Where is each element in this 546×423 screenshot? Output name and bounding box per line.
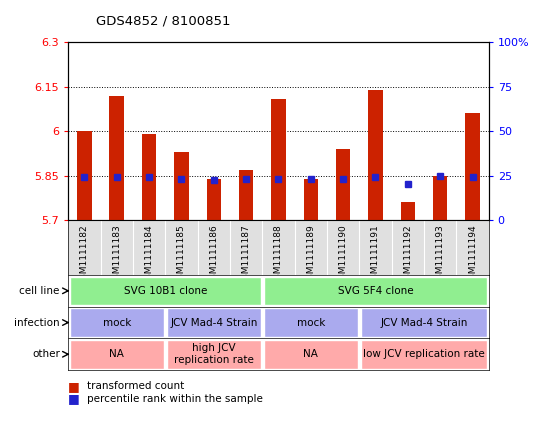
Text: cell line: cell line bbox=[20, 286, 60, 296]
Text: infection: infection bbox=[14, 318, 60, 327]
Text: GSM1111189: GSM1111189 bbox=[306, 224, 315, 285]
Text: GSM1111193: GSM1111193 bbox=[436, 224, 444, 285]
Text: GSM1111190: GSM1111190 bbox=[339, 224, 348, 285]
Bar bbox=[264, 277, 487, 305]
Text: ■: ■ bbox=[68, 380, 80, 393]
Text: GSM1111191: GSM1111191 bbox=[371, 224, 380, 285]
Bar bbox=[465, 113, 480, 220]
Bar bbox=[70, 277, 260, 305]
Bar bbox=[206, 179, 221, 220]
Bar bbox=[70, 308, 164, 337]
Bar bbox=[433, 176, 447, 220]
Bar bbox=[264, 308, 358, 337]
Text: JCV Mad-4 Strain: JCV Mad-4 Strain bbox=[170, 318, 258, 327]
Text: GSM1111184: GSM1111184 bbox=[145, 224, 153, 285]
Bar bbox=[264, 340, 358, 368]
Bar bbox=[70, 340, 164, 368]
Text: GSM1111194: GSM1111194 bbox=[468, 224, 477, 285]
Text: NA: NA bbox=[304, 349, 318, 359]
Text: percentile rank within the sample: percentile rank within the sample bbox=[87, 394, 263, 404]
Bar bbox=[336, 149, 351, 220]
Text: low JCV replication rate: low JCV replication rate bbox=[363, 349, 485, 359]
Text: high JCV
replication rate: high JCV replication rate bbox=[174, 343, 254, 365]
Text: GSM1111186: GSM1111186 bbox=[209, 224, 218, 285]
Text: SVG 5F4 clone: SVG 5F4 clone bbox=[337, 286, 413, 296]
Bar bbox=[304, 179, 318, 220]
Bar bbox=[77, 131, 92, 220]
Text: NA: NA bbox=[109, 349, 124, 359]
Bar bbox=[361, 308, 487, 337]
Bar bbox=[361, 340, 487, 368]
Bar bbox=[368, 90, 383, 220]
Text: SVG 10B1 clone: SVG 10B1 clone bbox=[123, 286, 207, 296]
Bar bbox=[239, 170, 253, 220]
Text: mock: mock bbox=[103, 318, 131, 327]
Text: GSM1111185: GSM1111185 bbox=[177, 224, 186, 285]
Bar bbox=[174, 152, 189, 220]
Bar bbox=[142, 134, 156, 220]
Text: transformed count: transformed count bbox=[87, 381, 185, 391]
Text: GSM1111183: GSM1111183 bbox=[112, 224, 121, 285]
Text: other: other bbox=[32, 349, 60, 359]
Text: GSM1111188: GSM1111188 bbox=[274, 224, 283, 285]
Text: GSM1111192: GSM1111192 bbox=[403, 224, 412, 285]
Text: GSM1111182: GSM1111182 bbox=[80, 224, 89, 285]
Text: mock: mock bbox=[296, 318, 325, 327]
Text: JCV Mad-4 Strain: JCV Mad-4 Strain bbox=[381, 318, 468, 327]
Text: ■: ■ bbox=[68, 393, 80, 405]
Text: GSM1111187: GSM1111187 bbox=[242, 224, 251, 285]
Bar bbox=[110, 96, 124, 220]
Bar bbox=[167, 308, 260, 337]
Bar bbox=[167, 340, 260, 368]
Bar bbox=[401, 202, 415, 220]
Text: GDS4852 / 8100851: GDS4852 / 8100851 bbox=[96, 15, 230, 28]
Bar bbox=[271, 99, 286, 220]
